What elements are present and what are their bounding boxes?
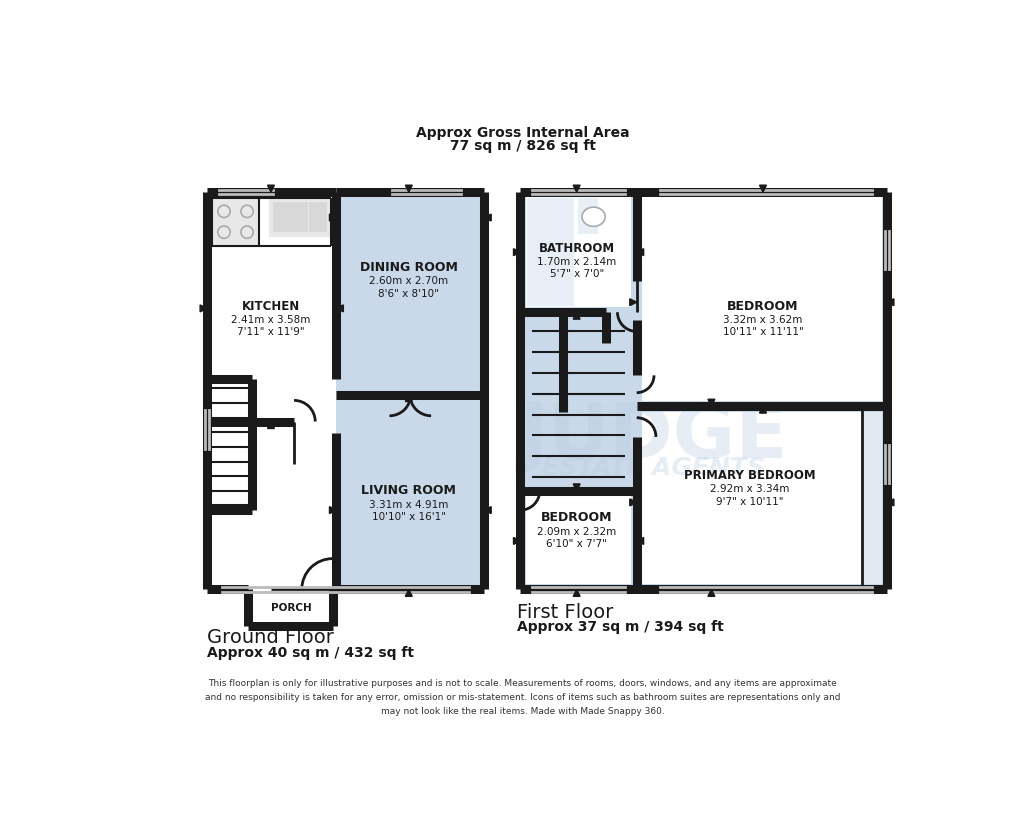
- Text: 7'11" x 11'9": 7'11" x 11'9": [236, 327, 305, 337]
- Bar: [861, 411, 880, 584]
- Bar: [578, 198, 597, 235]
- Polygon shape: [573, 312, 580, 319]
- Polygon shape: [707, 590, 714, 596]
- Text: 2.09m x 2.32m: 2.09m x 2.32m: [536, 527, 615, 537]
- Polygon shape: [629, 499, 636, 506]
- Polygon shape: [573, 484, 580, 491]
- Text: PRIMARY BEDROOM: PRIMARY BEDROOM: [684, 469, 815, 482]
- Polygon shape: [707, 399, 714, 407]
- Bar: [526, 197, 631, 307]
- Bar: [207, 421, 336, 590]
- Polygon shape: [267, 185, 274, 192]
- Text: 5'7" x 7'0": 5'7" x 7'0": [549, 269, 603, 280]
- Text: 77 sq m / 826 sq ft: 77 sq m / 826 sq ft: [449, 139, 595, 153]
- Bar: [520, 192, 887, 590]
- Text: 9'7" x 10'11": 9'7" x 10'11": [715, 497, 783, 506]
- Polygon shape: [629, 299, 636, 306]
- Text: Approx 40 sq m / 432 sq ft: Approx 40 sq m / 432 sq ft: [207, 645, 414, 659]
- Polygon shape: [887, 299, 893, 306]
- Text: Approx 37 sq m / 394 sq ft: Approx 37 sq m / 394 sq ft: [516, 620, 722, 634]
- Polygon shape: [636, 537, 643, 544]
- Bar: [272, 202, 308, 232]
- Polygon shape: [759, 185, 765, 192]
- Bar: [212, 198, 259, 246]
- Text: PORCH: PORCH: [271, 603, 312, 613]
- Text: 6'10" x 7'7": 6'10" x 7'7": [546, 539, 606, 549]
- Ellipse shape: [582, 207, 604, 227]
- Polygon shape: [636, 249, 643, 255]
- Text: JUDGE: JUDGE: [519, 400, 787, 474]
- Bar: [309, 202, 327, 232]
- Text: This floorplan is only for illustrative purposes and is not to scale. Measuremen: This floorplan is only for illustrative …: [205, 679, 840, 716]
- Text: 3.31m x 4.91m: 3.31m x 4.91m: [369, 500, 448, 510]
- Bar: [642, 197, 880, 401]
- Polygon shape: [513, 249, 520, 255]
- Polygon shape: [336, 305, 343, 312]
- Bar: [642, 411, 880, 584]
- Bar: [207, 192, 336, 421]
- Text: BEDROOM: BEDROOM: [727, 299, 798, 312]
- Polygon shape: [329, 506, 336, 514]
- Polygon shape: [329, 214, 336, 221]
- Bar: [207, 380, 252, 510]
- Polygon shape: [405, 185, 412, 192]
- Polygon shape: [513, 537, 520, 544]
- Polygon shape: [887, 499, 893, 506]
- Text: 3.32m x 3.62m: 3.32m x 3.62m: [722, 315, 802, 325]
- Text: 2.60m x 2.70m: 2.60m x 2.70m: [369, 276, 448, 286]
- Polygon shape: [484, 506, 491, 514]
- Text: 8'6" x 8'10": 8'6" x 8'10": [378, 289, 439, 299]
- Bar: [526, 198, 574, 306]
- Text: 2.41m x 3.58m: 2.41m x 3.58m: [231, 315, 311, 325]
- Text: First Floor: First Floor: [516, 603, 612, 622]
- Bar: [336, 192, 484, 590]
- Polygon shape: [573, 590, 580, 596]
- Text: BATHROOM: BATHROOM: [538, 242, 614, 255]
- Polygon shape: [759, 407, 765, 413]
- Bar: [526, 497, 631, 584]
- Text: DINING ROOM: DINING ROOM: [360, 261, 458, 274]
- Text: Ground Floor: Ground Floor: [207, 627, 333, 647]
- Text: 1.70m x 2.14m: 1.70m x 2.14m: [536, 257, 615, 267]
- Bar: [248, 590, 332, 626]
- Polygon shape: [405, 394, 412, 402]
- Text: Approx Gross Internal Area: Approx Gross Internal Area: [416, 126, 629, 140]
- Text: 10'10" x 16'1": 10'10" x 16'1": [372, 512, 445, 522]
- Text: LIVING ROOM: LIVING ROOM: [361, 484, 455, 497]
- Polygon shape: [267, 421, 274, 429]
- Text: KITCHEN: KITCHEN: [242, 299, 300, 312]
- Text: 10'11" x 11'11": 10'11" x 11'11": [721, 327, 803, 337]
- Text: 2.92m x 3.34m: 2.92m x 3.34m: [709, 484, 789, 494]
- Polygon shape: [573, 185, 580, 192]
- Text: BEDROOM: BEDROOM: [540, 511, 611, 524]
- Text: ESTATE AGENTS: ESTATE AGENTS: [542, 456, 764, 480]
- Bar: [268, 198, 331, 236]
- Polygon shape: [200, 305, 207, 312]
- Polygon shape: [484, 214, 491, 221]
- Polygon shape: [405, 590, 412, 596]
